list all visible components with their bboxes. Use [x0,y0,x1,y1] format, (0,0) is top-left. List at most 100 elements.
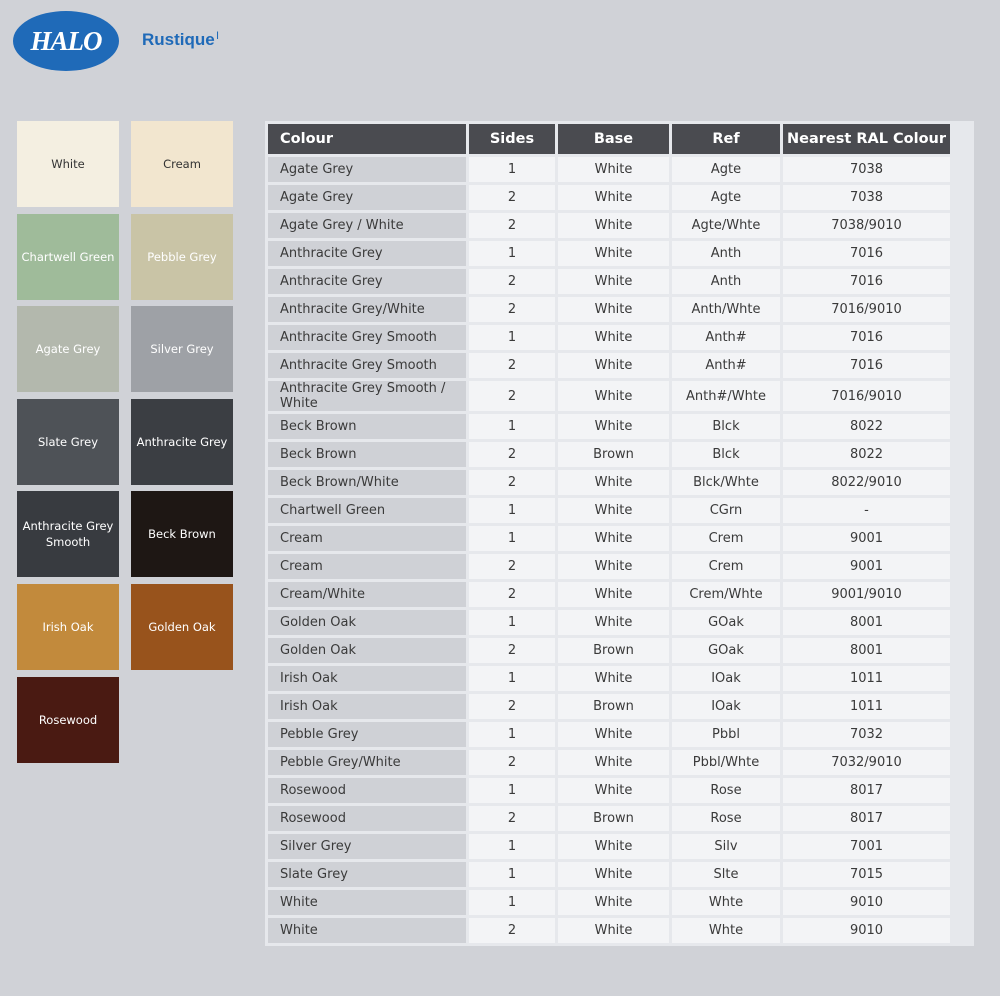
page-title: Rustique [142,30,215,49]
cell-ref: Anth# [672,353,780,378]
cell-ref: Slte [672,862,780,887]
cell-ref: Rose [672,806,780,831]
cell-sides: 2 [469,442,555,467]
table-row: White 1 White Whte 9010 [268,890,950,915]
table-row: Anthracite Grey Smooth / White 2 White Anth… [268,381,950,411]
cell-sides: 1 [469,325,555,350]
cell-colour: Chartwell Green [268,498,466,523]
cell-sides: 2 [469,213,555,238]
cell-ral: 9001 [783,554,950,579]
cell-ral: 7016 [783,353,950,378]
cell-ral: 1011 [783,666,950,691]
cell-sides: 1 [469,862,555,887]
cell-ref: Crem [672,526,780,551]
cell-colour: Pebble Grey [268,722,466,747]
cell-ral: 7038 [783,157,950,182]
cell-ref: Rose [672,778,780,803]
cell-base: White [558,834,669,859]
cell-sides: 2 [469,582,555,607]
cell-ral: 7038/9010 [783,213,950,238]
table-row: Beck Brown/White 2 White Blck/Whte 8022/9010 [268,470,950,495]
table-row: Irish Oak 2 Brown IOak 1011 [268,694,950,719]
cell-colour: Agate Grey [268,185,466,210]
cell-ral: 7032 [783,722,950,747]
cell-colour: White [268,890,466,915]
cell-sides: 2 [469,694,555,719]
cell-ral: 7032/9010 [783,750,950,775]
cell-ref: CGrn [672,498,780,523]
cell-colour: Beck Brown [268,414,466,439]
cell-ral: 7038 [783,185,950,210]
halo-logo-emblem: HALO [13,11,119,71]
cell-sides: 2 [469,470,555,495]
cell-ref: GOak [672,610,780,635]
cell-base: White [558,353,669,378]
cell-ral: 7016 [783,325,950,350]
cell-colour: Anthracite Grey Smooth [268,325,466,350]
table-row: Cream/White 2 White Crem/Whte 9001/9010 [268,582,950,607]
cell-ral: - [783,498,950,523]
cell-sides: 1 [469,241,555,266]
cell-sides: 1 [469,890,555,915]
cell-base: White [558,722,669,747]
cell-ref: IOak [672,666,780,691]
swatch-anthracite-grey: Anthracite Grey [131,399,233,485]
cell-base: White [558,185,669,210]
cell-ref: Pbbl/Whte [672,750,780,775]
cell-colour: Anthracite Grey Smooth / White [268,381,466,411]
cell-colour: White [268,918,466,943]
cell-colour: Rosewood [268,806,466,831]
header-sides: Sides [469,124,555,154]
cell-colour: Beck Brown [268,442,466,467]
cell-ral: 7001 [783,834,950,859]
cell-sides: 2 [469,381,555,411]
table-row: Rosewood 1 White Rose 8017 [268,778,950,803]
table-row: Anthracite Grey Smooth 1 White Anth# 7016 [268,325,950,350]
header-ref: Ref [672,124,780,154]
swatch-cream: Cream [131,121,233,207]
cell-colour: Cream [268,526,466,551]
logo-text: HALO [29,26,102,56]
cell-colour: Anthracite Grey/White [268,297,466,322]
cell-base: White [558,582,669,607]
cell-base: White [558,213,669,238]
swatch-white: White [17,121,119,207]
cell-ref: Silv [672,834,780,859]
swatch-rosewood: Rosewood [17,677,119,763]
cell-sides: 1 [469,666,555,691]
cell-base: White [558,470,669,495]
cell-base: White [558,241,669,266]
swatch-golden-oak: Golden Oak [131,584,233,670]
cell-ral: 8022 [783,414,950,439]
table-row: Beck Brown 1 White Blck 8022 [268,414,950,439]
cell-ral: 7015 [783,862,950,887]
cell-ref: Crem [672,554,780,579]
table-row: Anthracite Grey Smooth 2 White Anth# 7016 [268,353,950,378]
cell-base: White [558,269,669,294]
table-row: Beck Brown 2 Brown Blck 8022 [268,442,950,467]
table-row: Golden Oak 2 Brown GOak 8001 [268,638,950,663]
swatch-pebble-grey: Pebble Grey [131,214,233,300]
cell-sides: 1 [469,834,555,859]
colour-table-panel: Colour Sides Base Ref Nearest RAL Colour… [265,121,974,946]
cell-colour: Cream/White [268,582,466,607]
cell-colour: Golden Oak [268,638,466,663]
cell-ral: 7016/9010 [783,297,950,322]
cell-ral: 9010 [783,918,950,943]
cell-sides: 2 [469,353,555,378]
table-row: Cream 1 White Crem 9001 [268,526,950,551]
cell-ref: Blck [672,414,780,439]
swatch-agate-grey: Agate Grey [17,306,119,392]
table-row: Cream 2 White Crem 9001 [268,554,950,579]
cell-base: Brown [558,806,669,831]
table-row: Rosewood 2 Brown Rose 8017 [268,806,950,831]
cell-colour: Irish Oak [268,694,466,719]
cell-colour: Pebble Grey/White [268,750,466,775]
cell-sides: 1 [469,526,555,551]
cell-ref: Whte [672,890,780,915]
cell-base: White [558,381,669,411]
cell-base: White [558,918,669,943]
cell-sides: 2 [469,806,555,831]
cell-ref: IOak [672,694,780,719]
cell-sides: 2 [469,297,555,322]
